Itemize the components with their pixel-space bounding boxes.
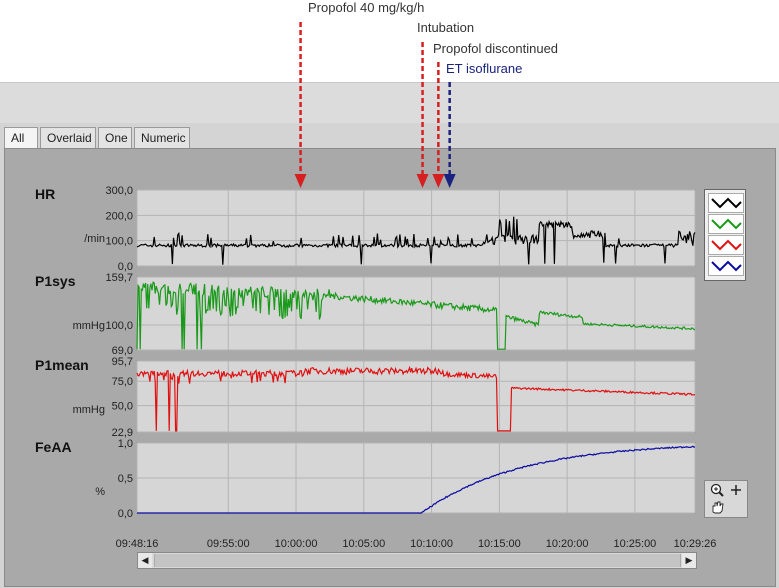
x-tick-label: 10:20:00 <box>546 538 589 550</box>
annotation-arrowhead-3 <box>443 174 456 188</box>
plot-area-2 <box>136 360 696 433</box>
y-tick-label: 200,0 <box>105 210 133 222</box>
trace-3 <box>137 445 696 514</box>
tab-bar: All Overlaid One Numeric <box>4 127 192 149</box>
graph-palette <box>704 480 748 518</box>
plot-unit-2: mmHg <box>73 404 105 416</box>
x-tick-label: 10:25:00 <box>613 538 656 550</box>
y-tick-label: 22,9 <box>112 427 133 439</box>
annotation-isoflurane-label: ET isoflurane <box>446 61 523 76</box>
y-tick-label: 159,7 <box>105 272 133 284</box>
y-tick-label: 300,0 <box>105 185 133 197</box>
trace-0 <box>136 216 696 265</box>
x-tick-label: 10:10:00 <box>410 538 453 550</box>
x-tick-label: 10:00:00 <box>275 538 318 550</box>
tab-overlaid[interactable]: Overlaid <box>40 127 96 148</box>
plot-unit-0: /min <box>84 233 105 245</box>
legend-item-hr <box>708 193 744 213</box>
plus-icon[interactable] <box>727 483 745 498</box>
panel-header-strip <box>0 82 779 123</box>
plot-area-0 <box>136 189 696 267</box>
x-tick-label: 09:55:00 <box>207 538 250 550</box>
y-tick-label: 75,0 <box>112 376 133 388</box>
tab-one[interactable]: One <box>98 127 132 148</box>
annotation-propofol-label: Propofol 40 mg/kg/h <box>308 0 425 15</box>
y-tick-label: 0,5 <box>118 473 133 485</box>
y-tick-label: 0,0 <box>118 508 133 520</box>
time-scrollbar[interactable]: ◀ ▶ <box>137 552 697 569</box>
trace-2 <box>136 365 696 432</box>
hand-icon[interactable] <box>708 500 726 515</box>
plot-title-3: FeAA <box>35 439 72 455</box>
plot-unit-1: mmHg <box>73 320 105 332</box>
y-tick-label: 95,7 <box>112 356 133 368</box>
trace-1 <box>136 281 696 350</box>
x-tick-label: 10:05:00 <box>342 538 385 550</box>
x-tick-label: 09:48:16 <box>116 538 159 550</box>
scroll-right-button[interactable]: ▶ <box>682 553 696 568</box>
annotation-intubation-label: Intubation <box>417 20 475 35</box>
plot-title-1: P1sys <box>35 273 76 289</box>
x-tick-label: 10:15:00 <box>478 538 521 550</box>
plot-unit-3: % <box>95 486 105 498</box>
annotation-propofol-discontinued-label: Propofol discontinued <box>433 41 559 56</box>
x-tick-label: 10:29:26 <box>674 538 717 550</box>
tab-all[interactable]: All <box>4 127 38 149</box>
scroll-thumb[interactable] <box>154 554 681 567</box>
y-tick-label: 100,0 <box>105 320 133 332</box>
legend-item-p1mean <box>708 235 744 255</box>
legend-item-feaa <box>708 256 744 276</box>
plot-title-0: HR <box>35 186 55 202</box>
annotation-arrowhead-1 <box>416 174 429 188</box>
zoom-icon[interactable] <box>708 483 726 498</box>
legend-item-p1sys <box>708 214 744 234</box>
y-tick-label: 100,0 <box>105 236 133 248</box>
y-tick-label: 1,0 <box>118 438 133 450</box>
y-tick-label: 0,0 <box>118 261 133 273</box>
legend <box>704 189 746 281</box>
annotation-arrowhead-0 <box>294 174 307 188</box>
tab-numeric[interactable]: Numeric <box>134 127 190 148</box>
plot-title-2: P1mean <box>35 357 89 373</box>
y-tick-label: 69,0 <box>112 345 133 357</box>
y-tick-label: 50,0 <box>112 401 133 413</box>
annotation-arrowhead-2 <box>432 174 445 188</box>
scroll-left-button[interactable]: ◀ <box>138 553 152 568</box>
